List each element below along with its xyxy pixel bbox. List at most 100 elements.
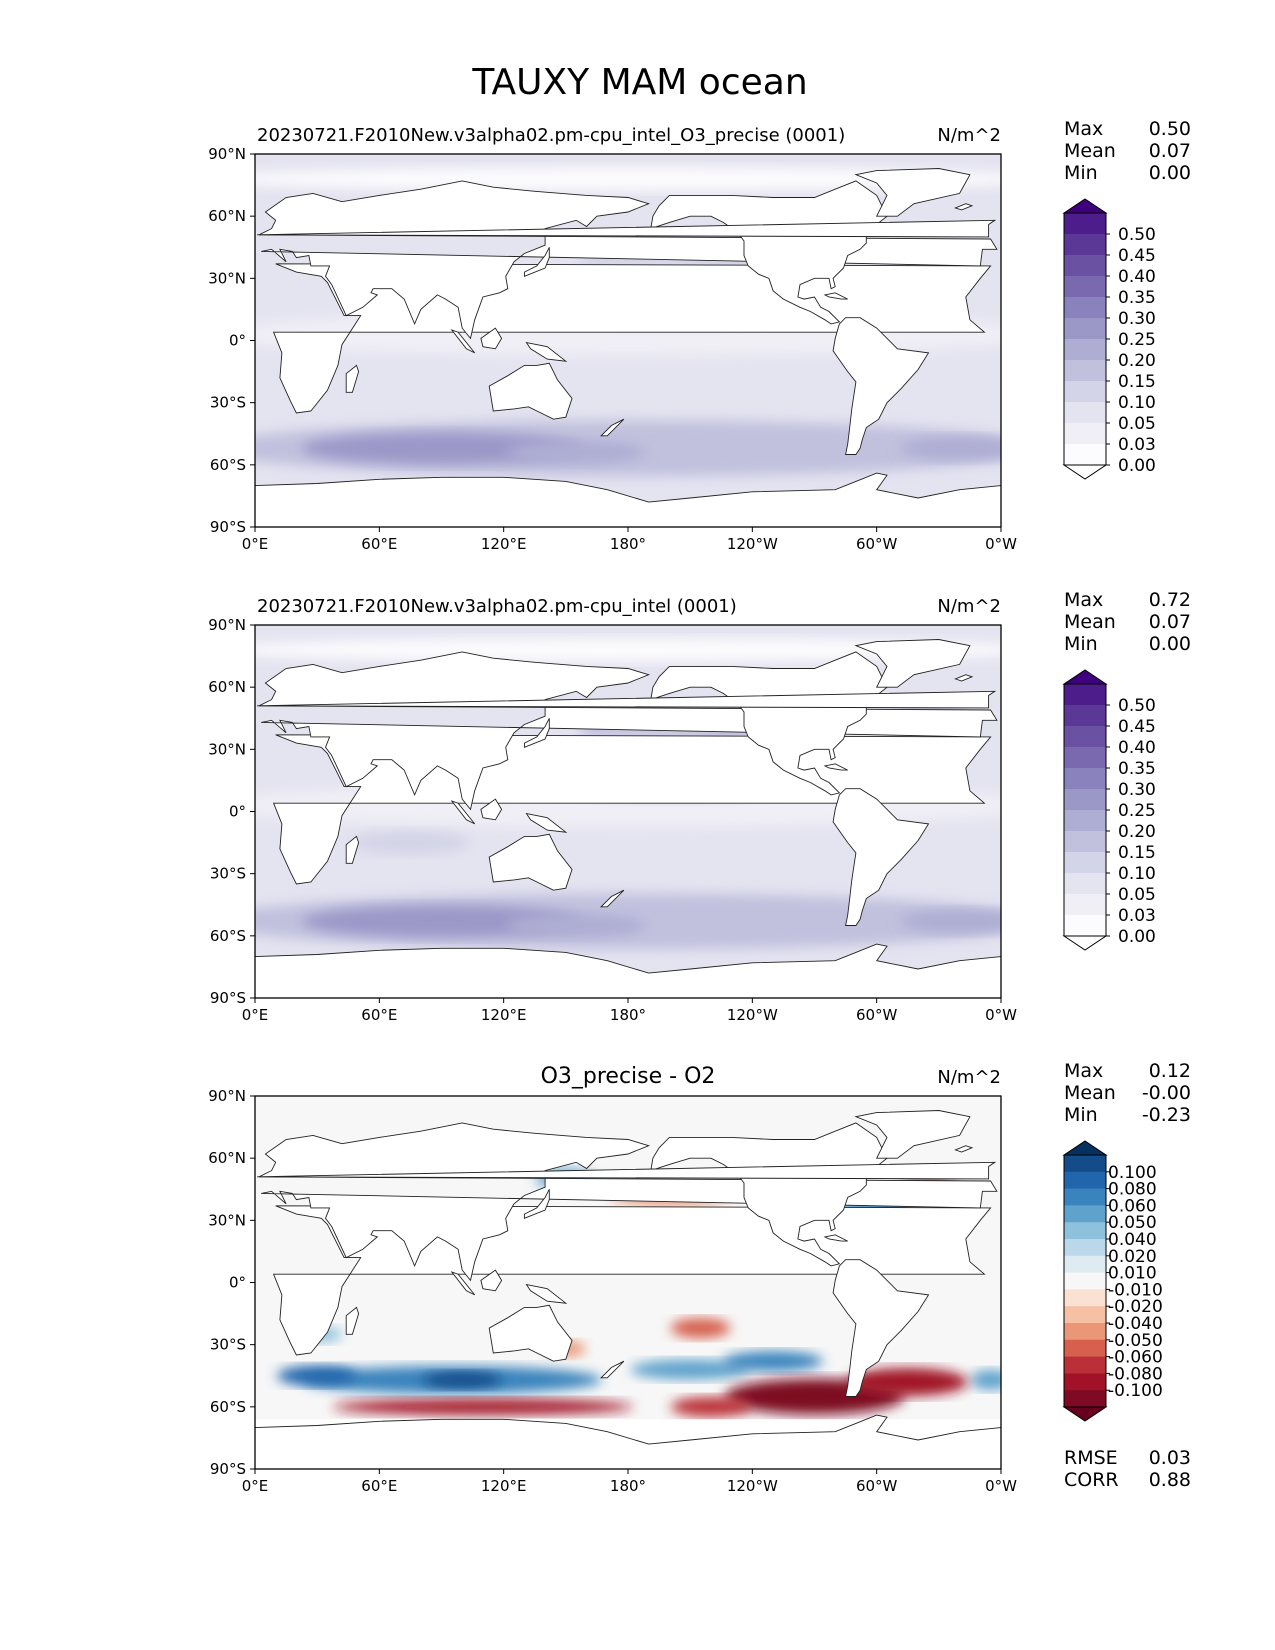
- land-borneo: [480, 1269, 503, 1292]
- red-anomaly: [332, 1398, 633, 1415]
- colorbar-tick-label: 0.30: [1118, 780, 1156, 800]
- colorbar-tick-label: 0.100: [1108, 1163, 1157, 1183]
- colorbar-swatch: [1064, 726, 1106, 748]
- land-japan: [523, 718, 550, 748]
- colorbar-tick-label: 0.020: [1108, 1247, 1157, 1267]
- colorbar-swatch: [1064, 360, 1106, 382]
- colorbar-swatch: [1064, 1339, 1106, 1358]
- stat-value: 0.07: [1149, 140, 1191, 162]
- x-tick-label: 180°: [610, 1006, 646, 1024]
- x-tick-label: 60°W: [856, 1477, 898, 1495]
- land-south-america: [832, 317, 930, 455]
- land-uk: [257, 690, 997, 709]
- metric-value: 0.03: [1149, 1447, 1191, 1469]
- land-new-guinea: [525, 341, 568, 362]
- colorbar-tick-label: 0.10: [1118, 864, 1156, 884]
- x-tick-label: 0°E: [242, 1006, 269, 1024]
- land-north-america: [650, 180, 888, 325]
- y-tick-label: 0°: [229, 803, 246, 821]
- red-anomaly: [670, 1318, 731, 1339]
- colorbar-tick-label: 0.30: [1118, 309, 1156, 329]
- colorbar-tick-label: 0.040: [1108, 1230, 1157, 1250]
- southern-ocean-band: [506, 913, 647, 938]
- colorbar-swatch: [1064, 915, 1106, 937]
- colorbar: 0.1000.0800.0600.0500.0400.0200.010-0.01…: [1062, 1140, 1163, 1422]
- red-anomaly: [847, 1367, 968, 1396]
- land-japan: [523, 247, 550, 277]
- x-tick-label: 0°W: [985, 535, 1017, 553]
- land-eurasia: [258, 651, 998, 811]
- land-cuba: [823, 763, 848, 771]
- colorbar-over-triangle: [1062, 1140, 1108, 1156]
- blue-anomaly-core: [422, 1371, 503, 1388]
- blue-anomaly: [630, 1359, 751, 1380]
- colorbar-swatch: [1064, 873, 1106, 895]
- land-cuba: [823, 292, 848, 300]
- colorbar-swatch: [1064, 894, 1106, 916]
- stat-value: 0.50: [1149, 118, 1191, 140]
- y-tick-label: 90°N: [208, 145, 246, 163]
- red-anomaly: [670, 1396, 751, 1417]
- land-iceland: [954, 674, 974, 682]
- colorbar-swatch: [1064, 684, 1106, 706]
- x-tick-label: 120°W: [727, 1006, 778, 1024]
- stat-value: 0.72: [1149, 589, 1191, 611]
- land-australia: [488, 1304, 573, 1362]
- stat-label: Max: [1064, 1060, 1103, 1082]
- units-label: N/m^2: [937, 1067, 1001, 1088]
- colorbar-tick-label: 0.05: [1118, 414, 1156, 434]
- stat-label: Mean: [1064, 1082, 1116, 1104]
- map-panel-2: 20230721.F2010New.v3alpha02.pm-cpu_intel…: [208, 589, 1191, 1024]
- y-tick-label: 90°S: [210, 1460, 246, 1478]
- land-eurasia: [258, 1122, 998, 1282]
- metric-label: CORR: [1064, 1469, 1119, 1491]
- error-metrics: RMSE 0.03 CORR 0.88: [1064, 1447, 1191, 1491]
- colorbar-swatch: [1064, 1323, 1106, 1341]
- land-madagascar: [345, 835, 360, 864]
- stats-box: Max 0.72 Mean 0.07 Min 0.00: [1064, 589, 1191, 655]
- colorbar-swatch: [1064, 747, 1106, 769]
- land-greenland: [854, 1110, 971, 1159]
- y-tick-label: 30°N: [208, 1211, 246, 1229]
- land-cuba: [823, 1234, 848, 1242]
- x-tick-label: 60°W: [856, 1006, 898, 1024]
- colorbar-swatch: [1064, 1222, 1106, 1240]
- colorbar-tick-label: 0.35: [1118, 759, 1156, 779]
- x-tick-label: 60°E: [361, 1477, 397, 1495]
- land-new-guinea: [525, 1283, 568, 1304]
- units-label: N/m^2: [937, 596, 1001, 617]
- land-new-zealand: [600, 1360, 625, 1379]
- stat-value: -0.23: [1142, 1104, 1191, 1126]
- trade-wind-band: [350, 359, 471, 384]
- land-new-guinea: [525, 812, 568, 833]
- x-tick-label: 120°W: [727, 1477, 778, 1495]
- colorbar-swatch: [1064, 1356, 1106, 1374]
- x-tick-label: 0°W: [985, 1477, 1017, 1495]
- colorbar-tick-label: 0.050: [1108, 1213, 1157, 1233]
- southern-ocean-band: [899, 909, 1001, 934]
- colorbar-tick-label: 0.080: [1108, 1180, 1157, 1200]
- colorbar-swatch: [1064, 255, 1106, 277]
- colorbar-swatch: [1064, 1205, 1106, 1223]
- y-tick-label: 30°N: [208, 740, 246, 758]
- colorbar-tick-label: -0.010: [1108, 1280, 1163, 1300]
- stat-label: Max: [1064, 118, 1103, 140]
- colorbar-swatch: [1064, 1188, 1106, 1206]
- colorbar-tick-label: 0.15: [1118, 372, 1156, 392]
- y-tick-label: 60°S: [210, 456, 246, 474]
- colorbar-tick-label: -0.060: [1108, 1348, 1163, 1368]
- colorbar-tick-label: -0.050: [1108, 1331, 1163, 1351]
- y-tick-label: 60°N: [208, 678, 246, 696]
- x-tick-label: 0°E: [242, 1477, 269, 1495]
- colorbar-tick-label: 0.45: [1118, 246, 1156, 266]
- land-madagascar: [345, 1306, 360, 1335]
- y-tick-label: 30°N: [208, 269, 246, 287]
- colorbar-tick-label: 0.20: [1118, 822, 1156, 842]
- colorbar-swatch: [1064, 810, 1106, 832]
- colorbar-swatch: [1064, 789, 1106, 811]
- colorbar-over-triangle: [1062, 669, 1108, 685]
- blue-anomaly: [723, 1351, 824, 1372]
- land-new-zealand: [600, 418, 625, 437]
- land-south-america: [832, 788, 930, 926]
- land-masses: [255, 1110, 1001, 1469]
